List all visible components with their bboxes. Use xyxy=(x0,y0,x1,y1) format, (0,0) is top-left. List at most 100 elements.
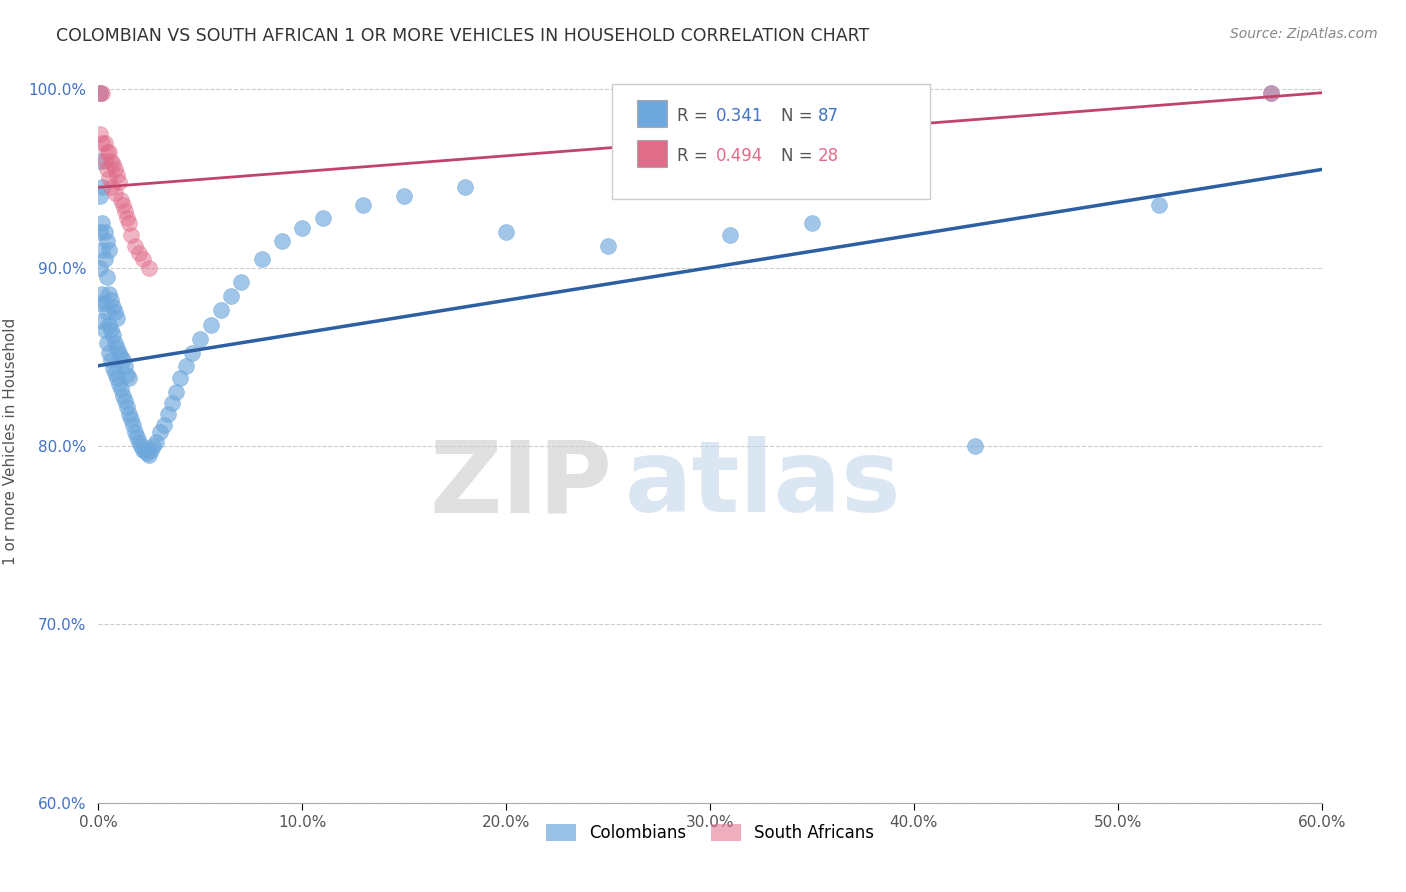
Point xyxy=(104,162,127,177)
Point xyxy=(97,171,120,186)
Point xyxy=(312,211,335,225)
Point xyxy=(181,346,204,360)
Point xyxy=(104,305,127,319)
Point xyxy=(115,368,138,382)
Point xyxy=(100,323,122,337)
Point xyxy=(965,439,987,453)
Point xyxy=(89,86,111,100)
Point xyxy=(93,225,115,239)
Point xyxy=(96,269,118,284)
Point xyxy=(169,371,191,385)
Point xyxy=(105,371,128,385)
Point xyxy=(93,252,115,266)
Point xyxy=(97,243,120,257)
Point xyxy=(801,216,824,230)
Point xyxy=(100,180,122,194)
Point xyxy=(209,303,232,318)
Point xyxy=(110,193,132,207)
Point xyxy=(91,180,114,194)
Point xyxy=(89,86,111,100)
Point xyxy=(149,425,172,439)
Point xyxy=(115,211,138,225)
Point xyxy=(392,189,416,203)
Point xyxy=(111,353,134,368)
Text: R =: R = xyxy=(678,147,713,165)
Text: Source: ZipAtlas.com: Source: ZipAtlas.com xyxy=(1230,27,1378,41)
Point xyxy=(128,246,150,260)
Point xyxy=(138,448,160,462)
Point xyxy=(97,346,120,360)
Point xyxy=(104,335,127,350)
Point xyxy=(96,162,118,177)
Point xyxy=(89,260,111,275)
Point xyxy=(132,442,155,457)
Point xyxy=(93,136,115,150)
Text: 28: 28 xyxy=(818,147,839,165)
Point xyxy=(96,145,118,159)
Point xyxy=(108,346,131,360)
Point xyxy=(96,335,118,350)
FancyBboxPatch shape xyxy=(612,84,931,200)
Point xyxy=(108,175,131,189)
Point xyxy=(91,287,114,301)
Point xyxy=(108,376,131,391)
Point xyxy=(91,136,114,150)
Point xyxy=(136,446,159,460)
Point xyxy=(152,417,174,432)
Legend: Colombians, South Africans: Colombians, South Africans xyxy=(538,817,882,848)
Text: 87: 87 xyxy=(818,107,838,126)
Point xyxy=(101,300,124,314)
Point xyxy=(93,153,115,168)
Text: COLOMBIAN VS SOUTH AFRICAN 1 OR MORE VEHICLES IN HOUSEHOLD CORRELATION CHART: COLOMBIAN VS SOUTH AFRICAN 1 OR MORE VEH… xyxy=(56,27,869,45)
Point xyxy=(100,153,122,168)
Point xyxy=(120,228,142,243)
Point xyxy=(118,216,141,230)
Point xyxy=(127,430,149,444)
Point xyxy=(270,234,294,248)
Point xyxy=(1260,86,1282,100)
Point xyxy=(105,310,128,325)
Point xyxy=(219,289,242,303)
Point xyxy=(495,225,517,239)
Point xyxy=(156,407,179,421)
Point xyxy=(142,439,165,453)
Point xyxy=(124,425,146,439)
Point xyxy=(104,186,127,200)
Point xyxy=(97,287,120,301)
Y-axis label: 1 or more Vehicles in Household: 1 or more Vehicles in Household xyxy=(3,318,17,566)
Point xyxy=(250,252,273,266)
FancyBboxPatch shape xyxy=(637,139,668,167)
Point xyxy=(110,350,132,364)
Point xyxy=(138,260,160,275)
Point xyxy=(97,318,120,332)
Text: 0.341: 0.341 xyxy=(716,107,763,126)
Point xyxy=(231,275,253,289)
Point xyxy=(598,239,620,253)
Point xyxy=(93,323,115,337)
Point xyxy=(105,341,128,355)
Point xyxy=(100,293,122,307)
Text: 0.494: 0.494 xyxy=(716,147,763,165)
Point xyxy=(97,145,120,159)
Point xyxy=(89,127,111,141)
Point xyxy=(454,180,477,194)
Point xyxy=(141,442,163,457)
Point xyxy=(91,86,114,100)
Point xyxy=(89,296,111,310)
Point xyxy=(129,439,152,453)
Point xyxy=(100,353,122,368)
Point xyxy=(128,435,150,450)
Point xyxy=(101,328,124,343)
Point xyxy=(111,198,134,212)
Point xyxy=(174,359,197,373)
Point xyxy=(96,305,118,319)
Point xyxy=(352,198,374,212)
Point xyxy=(145,435,167,450)
Point xyxy=(120,412,142,426)
Point xyxy=(122,417,145,432)
Point xyxy=(200,318,222,332)
Point xyxy=(89,153,111,168)
Point xyxy=(188,332,212,346)
Point xyxy=(91,216,114,230)
Text: ZIP: ZIP xyxy=(429,436,612,533)
